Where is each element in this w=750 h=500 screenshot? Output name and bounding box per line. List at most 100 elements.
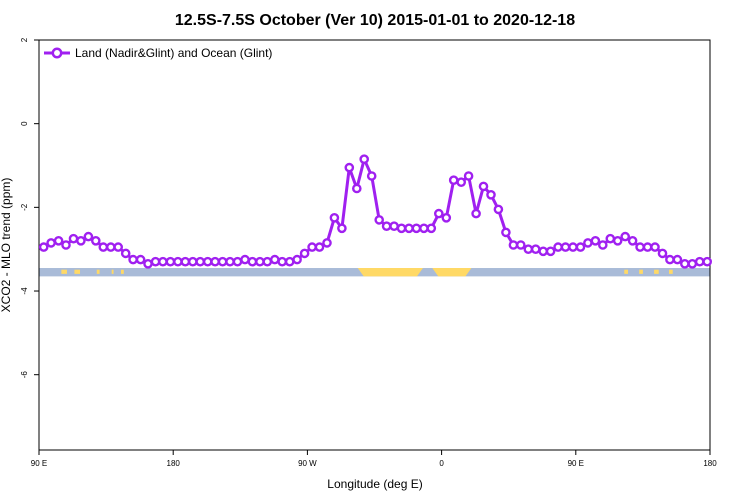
- data-point: [38, 242, 49, 252]
- data-point: [53, 235, 64, 246]
- island-mark: [639, 269, 643, 274]
- data-point: [605, 233, 616, 244]
- data-point: [76, 235, 86, 246]
- data-point: [657, 248, 668, 259]
- island-mark: [96, 269, 100, 274]
- data-point: [344, 162, 355, 173]
- data-point: [478, 181, 489, 192]
- data-point: [143, 258, 153, 269]
- data-point: [135, 254, 146, 265]
- data-point: [337, 223, 347, 234]
- chart-title: 12.5S-7.5S October (Ver 10) 2015-01-01 t…: [175, 12, 575, 29]
- data-point: [202, 256, 213, 267]
- data-point: [83, 231, 94, 242]
- data-point: [120, 248, 131, 259]
- data-point: [508, 240, 519, 250]
- map-strip: [39, 268, 710, 277]
- data-point: [150, 256, 161, 267]
- data-point: [68, 233, 79, 244]
- island-mark: [111, 269, 114, 274]
- legend-swatch-marker: [51, 47, 63, 59]
- data-point: [516, 240, 526, 250]
- data-point: [389, 221, 399, 231]
- data-point: [650, 242, 660, 252]
- data-point: [411, 223, 422, 234]
- data-point: [113, 242, 123, 252]
- data-point: [165, 256, 176, 267]
- data-point: [329, 212, 340, 223]
- data-point: [456, 177, 467, 187]
- data-point: [642, 242, 653, 252]
- data-point: [523, 244, 534, 254]
- data-point: [277, 256, 288, 267]
- x-axis: 90 E 180 90 W 0 90 E 180: [31, 450, 717, 468]
- data-point: [433, 208, 444, 219]
- legend: Land (Nadir&Glint) and Ocean (Glint): [44, 46, 272, 60]
- data-point: [396, 223, 407, 234]
- series-layer: [38, 154, 713, 269]
- x-tick-label: 90 E: [31, 459, 47, 468]
- x-tick-label: 90 E: [568, 459, 584, 468]
- data-point: [292, 254, 302, 265]
- data-point: [598, 240, 608, 250]
- data-point: [501, 227, 511, 238]
- island-mark: [668, 269, 673, 274]
- x-axis-label: Longitude (deg E): [327, 477, 422, 491]
- data-point: [687, 258, 698, 269]
- data-point: [61, 240, 71, 250]
- data-point: [672, 254, 683, 265]
- data-point: [106, 242, 116, 252]
- data-point: [553, 242, 563, 252]
- y-axis-label: XCO2 - MLO trend (ppm): [0, 178, 13, 313]
- data-point: [530, 244, 541, 254]
- plot-frame: [38, 39, 711, 451]
- data-point: [240, 254, 250, 265]
- data-point: [158, 256, 168, 267]
- data-point: [262, 256, 273, 267]
- y-tick-label: 2: [20, 37, 29, 42]
- data-point: [322, 238, 332, 248]
- data-point: [98, 242, 109, 252]
- data-point: [46, 238, 56, 248]
- land-segment: [357, 268, 423, 277]
- data-point: [694, 256, 705, 267]
- y-tick-label: 0: [20, 121, 29, 126]
- island-mark: [121, 269, 124, 274]
- data-point: [359, 154, 370, 164]
- data-point: [590, 235, 601, 246]
- data-point: [575, 242, 586, 252]
- x-tick-label: 180: [703, 459, 717, 468]
- island-mark: [61, 269, 67, 274]
- y-tick-label: -4: [20, 287, 29, 295]
- data-point: [91, 235, 101, 246]
- x-tick-label: 90 W: [298, 459, 317, 468]
- data-point: [173, 256, 183, 267]
- island-mark: [624, 269, 628, 274]
- data-point: [284, 256, 295, 267]
- data-point: [463, 171, 474, 181]
- data-point: [255, 256, 265, 267]
- data-point: [620, 231, 631, 242]
- data-point: [374, 215, 385, 225]
- data-point: [225, 256, 235, 267]
- data-point: [366, 171, 377, 181]
- data-point: [217, 256, 228, 267]
- y-tick-label: -6: [20, 371, 29, 379]
- island-mark: [74, 269, 81, 274]
- data-point: [471, 208, 481, 219]
- data-point: [665, 254, 675, 265]
- y-axis: 2 0 -2 -4 -6: [20, 37, 39, 378]
- data-point: [187, 256, 198, 267]
- data-point: [307, 242, 317, 252]
- data-point: [195, 256, 205, 267]
- x-tick-label: 180: [167, 459, 181, 468]
- data-point: [702, 256, 713, 267]
- data-point: [210, 256, 220, 267]
- data-point: [538, 246, 549, 257]
- data-point: [486, 189, 496, 200]
- land-segment: [432, 268, 472, 277]
- y-tick-label: -2: [20, 203, 29, 211]
- legend-label: Land (Nadir&Glint) and Ocean (Glint): [75, 46, 272, 60]
- data-point: [627, 235, 638, 246]
- data-point: [680, 258, 690, 269]
